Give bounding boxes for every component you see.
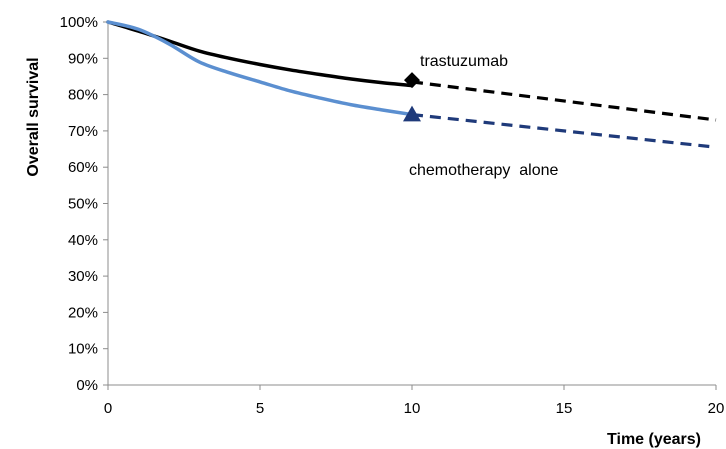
y-tick-label: 100% — [60, 14, 98, 31]
y-tick-label: 40% — [68, 232, 98, 249]
series-layer — [106, 20, 717, 149]
chemotherapy-alone-annotation: chemotherapy alone — [409, 162, 559, 179]
trastuzumab-annotation: trastuzumab — [420, 53, 508, 70]
y-tick-label: 90% — [68, 50, 98, 67]
x-tick-label: 10 — [404, 400, 421, 417]
y-axis-title: Overall survival — [25, 57, 42, 176]
x-tick-label: 20 — [708, 400, 725, 417]
chemotherapy-alone-projected-line — [411, 112, 717, 149]
axes: 0% 10% 20% 30% 40% 50% 60% 70% 80% 90% 100% 0 5 10 15 2… — [60, 14, 725, 417]
y-tick-label: 30% — [68, 268, 98, 285]
trastuzumab-observed-line — [106, 20, 414, 88]
x-axis-title: Time (years) — [607, 431, 701, 448]
y-tick-label: 10% — [68, 341, 98, 358]
y-tick-label: 60% — [68, 159, 98, 176]
chemotherapy-alone-observed-line — [106, 20, 414, 117]
trastuzumab-projected-line — [411, 80, 717, 122]
y-tick-label: 70% — [68, 123, 98, 140]
chemotherapy-alone-triangle-marker — [403, 105, 421, 122]
x-tick-label: 15 — [556, 400, 573, 417]
y-tick-label: 80% — [68, 87, 98, 104]
y-tick-label: 0% — [76, 377, 98, 394]
trastuzumab-diamond-marker — [404, 72, 420, 89]
y-tick-label: 50% — [68, 196, 98, 213]
x-tick-label: 0 — [104, 400, 112, 417]
x-tick-label: 5 — [256, 400, 264, 417]
y-tick-label: 20% — [68, 304, 98, 321]
